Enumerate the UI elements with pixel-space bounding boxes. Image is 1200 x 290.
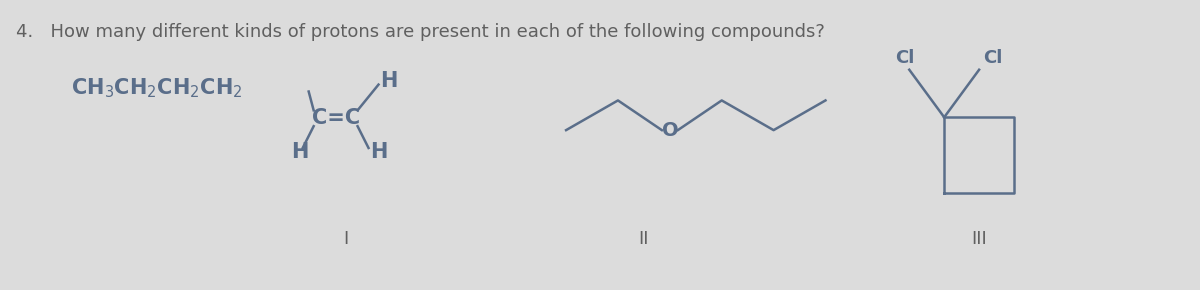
Text: Cl: Cl: [895, 49, 914, 67]
Text: H: H: [290, 142, 308, 162]
Text: H: H: [380, 71, 398, 90]
Text: CH$_3$CH$_2$CH$_2$CH$_2$: CH$_3$CH$_2$CH$_2$CH$_2$: [71, 77, 242, 100]
Text: II: II: [638, 230, 649, 248]
Text: I: I: [343, 230, 348, 248]
Text: O: O: [661, 121, 678, 140]
Text: Cl: Cl: [984, 49, 1003, 67]
Text: C=C: C=C: [312, 108, 360, 128]
Text: III: III: [971, 230, 986, 248]
Text: H: H: [371, 142, 388, 162]
Text: 4.   How many different kinds of protons are present in each of the following co: 4. How many different kinds of protons a…: [17, 23, 826, 41]
